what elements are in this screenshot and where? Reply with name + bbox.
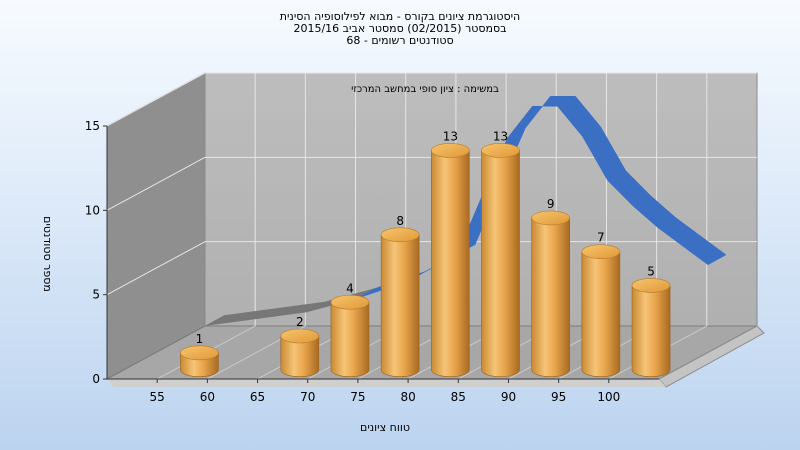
- bar-top: [330, 294, 370, 310]
- bar-top: [481, 143, 520, 158]
- bar-body: [581, 251, 621, 377]
- x-axis-label: טווח ציונים: [360, 421, 410, 434]
- x-tick-label: 55: [150, 390, 165, 404]
- x-tick-label: 70: [300, 390, 315, 404]
- bar: 4: [330, 281, 370, 377]
- front-edge-bevel: [107, 379, 666, 387]
- bar-top: [631, 278, 671, 293]
- chart-title-line-2: בסמסטר (02/2015) סמסטר אביב 2015/16: [293, 22, 507, 35]
- grid-line-depth: [106, 241, 206, 296]
- bar: 2: [280, 315, 320, 377]
- x-tick-label: 80: [400, 390, 415, 404]
- bar-data-label: 7: [597, 231, 605, 245]
- bar-top: [380, 227, 420, 243]
- bar: 13: [481, 129, 520, 377]
- bar: 13: [431, 129, 470, 377]
- bar-data-label: 4: [346, 281, 354, 295]
- y-axis-label: מספר סטודנטים: [41, 216, 54, 292]
- x-tick-label: 100: [597, 390, 620, 404]
- x-tick-label: 75: [350, 390, 365, 404]
- y-tick-label: 15: [85, 119, 100, 133]
- bar-body: [380, 234, 420, 377]
- chart-title-line-1: היסטוגרמת ציונים בקורס - מבוא לפילוסופיה…: [279, 10, 521, 23]
- y-tick-label: 0: [92, 372, 100, 386]
- bar-body: [330, 301, 370, 377]
- bar-body: [431, 150, 470, 377]
- x-tick-label: 65: [250, 390, 265, 404]
- bar-data-label: 8: [396, 214, 404, 228]
- x-tick-label: 90: [501, 390, 516, 404]
- bar-data-label: 1: [196, 332, 204, 346]
- bar: 9: [531, 197, 570, 377]
- bar-top: [581, 244, 621, 259]
- bar-data-label: 13: [493, 129, 508, 143]
- grid-line-depth: [106, 156, 206, 211]
- y-tick-label: 5: [92, 288, 100, 302]
- bar-top: [180, 345, 219, 361]
- bar: 8: [380, 214, 420, 377]
- chart-subtitle: במשימה : ציון סופי במחשב המרכזי: [351, 84, 499, 95]
- y-tick-label: 10: [85, 203, 100, 217]
- bar-data-label: 2: [296, 315, 304, 329]
- bar-body: [531, 217, 570, 377]
- bar-data-label: 9: [547, 197, 555, 211]
- bar: 5: [631, 264, 671, 377]
- right-edge-bevel: [658, 325, 765, 388]
- x-tick-label: 85: [451, 390, 466, 404]
- bar-data-label: 13: [443, 129, 458, 143]
- bar-top: [531, 210, 570, 226]
- grid-line-depth: [106, 72, 206, 127]
- bar-body: [481, 150, 520, 377]
- chart-title-line-3: סטודנטים רשומים - 68: [346, 34, 454, 47]
- bar-body: [631, 285, 671, 377]
- left-wall: [106, 72, 206, 380]
- x-tick-label: 95: [551, 390, 566, 404]
- bar-top: [431, 143, 470, 158]
- bar: 7: [581, 231, 621, 377]
- bar: 1: [180, 332, 219, 377]
- x-tick-label: 60: [200, 390, 215, 404]
- bar-body: [280, 335, 320, 377]
- bar-top: [280, 328, 320, 344]
- bar-data-label: 5: [647, 264, 655, 278]
